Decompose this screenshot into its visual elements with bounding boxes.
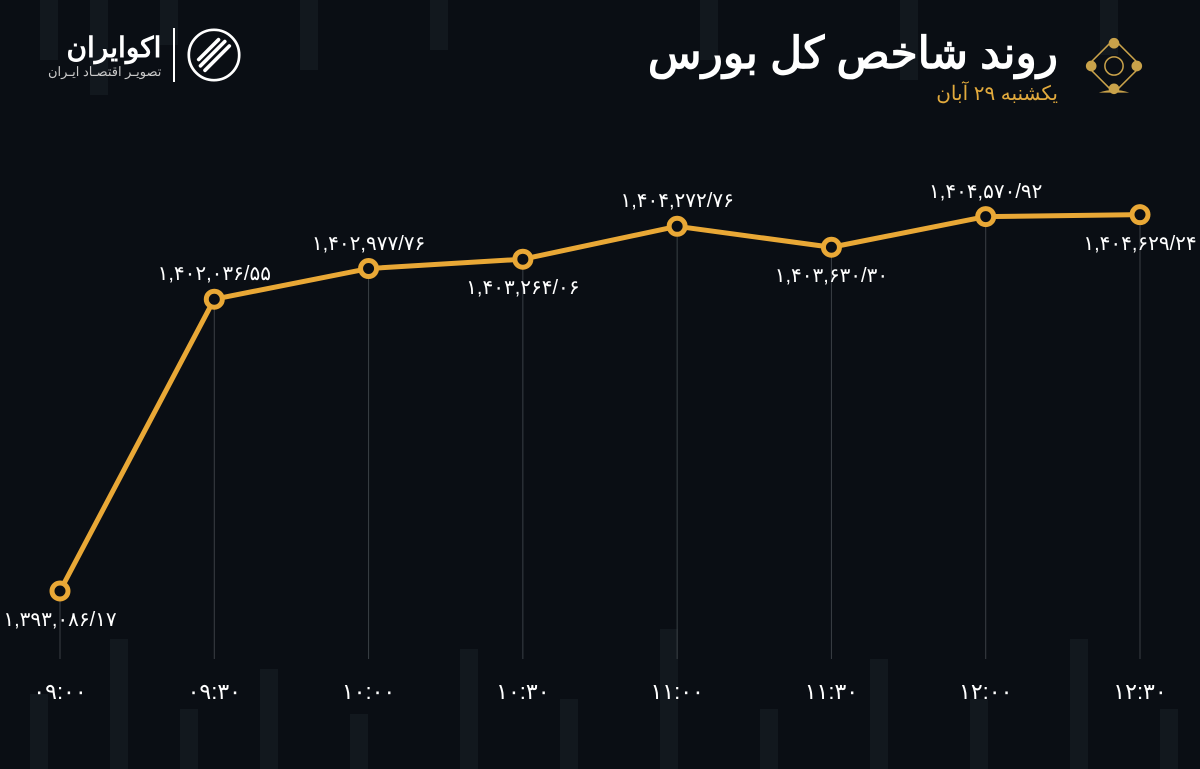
- data-label: ۱,۴۰۴,۶۲۹/۲۴: [1083, 231, 1196, 256]
- brand-tagline: تصویـر اقتصـاد ایـران: [48, 64, 161, 80]
- data-label: ۱,۳۹۳,۰۸۶/۱۷: [3, 607, 116, 632]
- title-block: روند شاخص کل بورس یکشنبه ۲۹ آبان: [648, 28, 1152, 106]
- data-label: ۱,۴۰۳,۶۳۰/۳۰: [775, 263, 888, 288]
- data-label: ۱,۴۰۴,۲۷۲/۷۶: [620, 188, 733, 213]
- header: روند شاخص کل بورس یکشنبه ۲۹ آبان اکوایرا…: [0, 0, 1200, 114]
- line-chart: [60, 170, 1140, 659]
- brand-logo-icon: [187, 28, 241, 82]
- page-title: روند شاخص کل بورس: [648, 28, 1058, 79]
- exchange-logo-icon: [1076, 28, 1152, 104]
- brand-block: اکوایران تصویـر اقتصـاد ایـران: [48, 28, 241, 82]
- x-axis-label: ۱۰:۳۰: [496, 679, 549, 705]
- data-label: ۱,۴۰۲,۰۳۶/۵۵: [158, 261, 271, 286]
- x-axis-label: ۱۱:۰۰: [650, 679, 703, 705]
- x-axis: ۰۹:۰۰۰۹:۳۰۱۰:۰۰۱۰:۳۰۱۱:۰۰۱۱:۳۰۱۲:۰۰۱۲:۳۰: [60, 679, 1140, 719]
- x-axis-label: ۰۹:۳۰: [188, 679, 241, 705]
- x-axis-label: ۰۹:۰۰: [33, 679, 86, 705]
- data-label: ۱,۴۰۳,۲۶۴/۰۶: [466, 275, 579, 300]
- x-axis-label: ۱۱:۳۰: [805, 679, 858, 705]
- x-axis-label: ۱۲:۰۰: [959, 679, 1012, 705]
- x-axis-label: ۱۰:۰۰: [342, 679, 395, 705]
- page-subtitle: یکشنبه ۲۹ آبان: [648, 81, 1058, 106]
- x-axis-label: ۱۲:۳۰: [1113, 679, 1166, 705]
- brand-divider: [173, 28, 175, 82]
- chart-area: ۱,۳۹۳,۰۸۶/۱۷۱,۴۰۲,۰۳۶/۵۵۱,۴۰۲,۹۷۷/۷۶۱,۴۰…: [60, 170, 1140, 659]
- data-label: ۱,۴۰۴,۵۷۰/۹۲: [929, 179, 1042, 204]
- brand-name: اکوایران: [48, 31, 161, 64]
- data-label: ۱,۴۰۲,۹۷۷/۷۶: [312, 231, 425, 256]
